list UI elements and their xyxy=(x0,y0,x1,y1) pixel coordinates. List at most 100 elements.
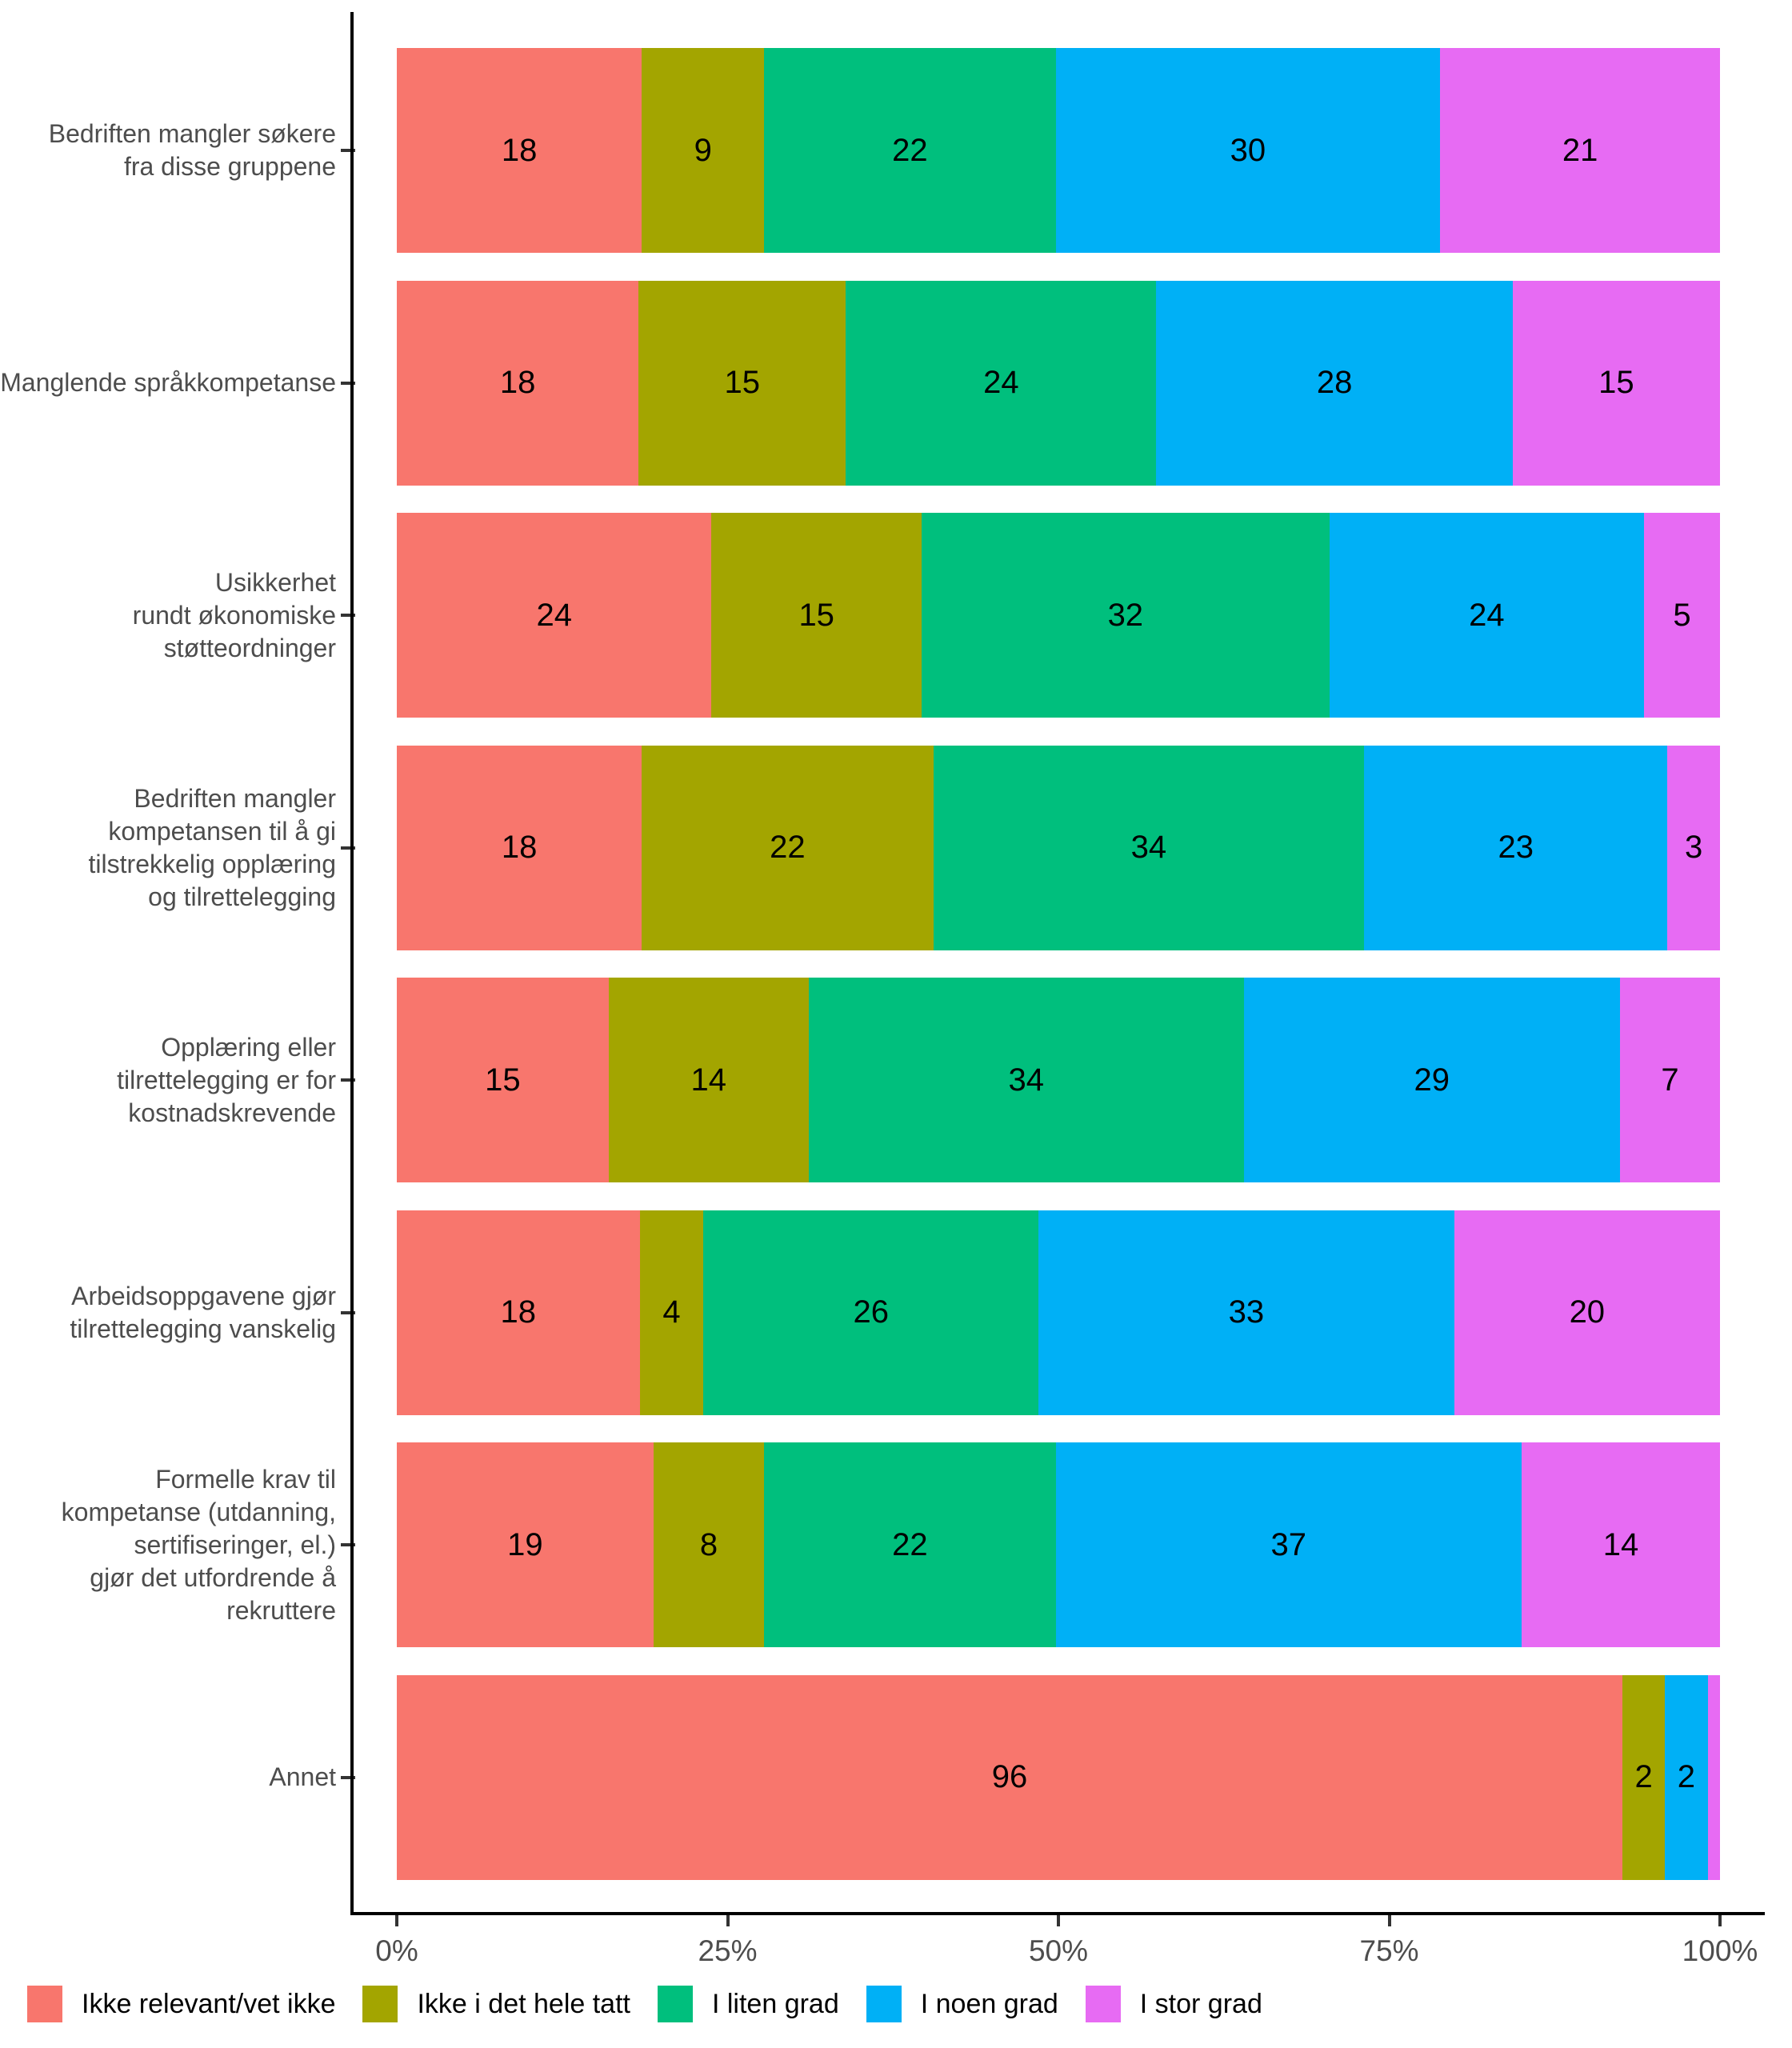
value-label: 30 xyxy=(1230,132,1266,168)
value-label: 18 xyxy=(501,132,538,168)
legend-swatch-ikke-i-det-hele-tatt xyxy=(362,1986,398,2022)
legend-swatch-ikke-relevant-vet-ikke xyxy=(27,1986,62,2022)
bar-segment-i-noen-grad: 24 xyxy=(1329,513,1645,718)
bar-segment-i-noen-grad: 37 xyxy=(1055,1442,1522,1648)
bar-segment-i-stor-grad xyxy=(1707,1674,1720,1880)
bar-segment-ikke-i-det-hele-tatt: 22 xyxy=(642,745,934,950)
y-axis-tick xyxy=(341,1310,355,1314)
bar-segment-ikke-relevant-vet-ikke: 24 xyxy=(397,513,712,718)
value-label: 18 xyxy=(499,365,536,401)
legend-label: I stor grad xyxy=(1139,1988,1262,2019)
value-label: 18 xyxy=(500,1294,537,1330)
bar-track: 18 15 24 28 15 xyxy=(397,280,1720,486)
bar-track: 18 22 34 23 3 xyxy=(397,745,1720,950)
value-label: 24 xyxy=(983,365,1019,401)
value-label: 4 xyxy=(662,1294,681,1330)
value-label: 26 xyxy=(853,1294,890,1330)
x-axis-tick xyxy=(1387,1915,1391,1926)
bar-segment-i-noen-grad: 29 xyxy=(1243,978,1620,1183)
bar-track: 19 8 22 37 14 xyxy=(397,1442,1721,1648)
bar-segment-ikke-relevant-vet-ikke: 19 xyxy=(397,1442,654,1648)
bar-segment-i-stor-grad: 21 xyxy=(1440,48,1720,254)
value-label: 19 xyxy=(507,1526,543,1562)
bar-segment-ikke-i-det-hele-tatt: 4 xyxy=(639,1210,704,1415)
value-label: 15 xyxy=(798,597,834,633)
value-label: 32 xyxy=(1107,597,1144,633)
bar-segment-ikke-relevant-vet-ikke: 18 xyxy=(397,280,639,486)
value-label: 3 xyxy=(1684,830,1703,866)
bar-track: 18 4 26 33 20 xyxy=(397,1210,1720,1415)
value-label: 15 xyxy=(724,365,761,401)
category-label: Bedriften mangler søkere fra disse grupp… xyxy=(48,119,336,182)
bar-track: 15 14 34 29 7 xyxy=(397,978,1720,1183)
legend-item-i-stor-grad: I stor grad xyxy=(1085,1986,1262,2022)
y-axis-tick xyxy=(341,149,355,153)
value-label: 2 xyxy=(1634,1759,1653,1795)
value-label: 22 xyxy=(892,132,928,168)
value-label: 21 xyxy=(1562,132,1598,168)
value-label: 96 xyxy=(991,1759,1028,1795)
value-label: 2 xyxy=(1677,1759,1695,1795)
category-label: Manglende språkkompetanse xyxy=(0,368,336,398)
value-label: 22 xyxy=(770,830,806,866)
x-axis-line xyxy=(350,1912,1765,1915)
y-axis-line xyxy=(350,12,354,1915)
y-axis-tick xyxy=(341,1078,355,1082)
legend-item-i-noen-grad: I noen grad xyxy=(866,1986,1058,2022)
bar-row: Opplæring eller tilrettelegging er for k… xyxy=(0,964,1765,1197)
legend-swatch-i-noen-grad xyxy=(866,1986,902,2022)
value-label: 37 xyxy=(1270,1526,1307,1562)
x-axis-tick-label: 0% xyxy=(375,1934,418,1967)
bar-row: Formelle krav til kompetanse (utdanning,… xyxy=(0,1429,1765,1662)
bar-row: Annet 96 2 2 xyxy=(0,1662,1765,1894)
value-label: 34 xyxy=(1130,830,1167,866)
value-label: 14 xyxy=(690,1062,727,1098)
x-axis-tick-label: 50% xyxy=(1028,1934,1089,1967)
bar-segment-i-stor-grad: 20 xyxy=(1454,1210,1720,1415)
bar-segment-i-stor-grad: 14 xyxy=(1521,1442,1721,1648)
bar-track: 96 2 2 xyxy=(397,1674,1720,1880)
bar-segment-i-liten-grad: 34 xyxy=(933,745,1365,950)
legend-label: Ikke i det hele tatt xyxy=(417,1988,630,2019)
bar-segment-i-liten-grad: 22 xyxy=(764,48,1056,254)
bar-segment-i-liten-grad: 34 xyxy=(808,978,1244,1183)
legend-item-ikke-relevant-vet-ikke: Ikke relevant/vet ikke xyxy=(27,1986,335,2022)
bar-segment-i-liten-grad: 24 xyxy=(846,280,1157,486)
category-label: Opplæring eller tilrettelegging er for k… xyxy=(117,1032,336,1127)
legend-label: Ikke relevant/vet ikke xyxy=(82,1988,336,2019)
x-axis-tick-label: 75% xyxy=(1359,1934,1419,1967)
value-label: 28 xyxy=(1316,365,1353,401)
x-axis-tick-label: 25% xyxy=(698,1934,758,1967)
value-label: 9 xyxy=(694,132,712,168)
legend: Ikke relevant/vet ikke Ikke i det hele ta… xyxy=(27,1986,1262,2022)
value-label: 34 xyxy=(1008,1062,1044,1098)
bar-segment-i-stor-grad: 7 xyxy=(1619,978,1720,1183)
legend-item-i-liten-grad: I liten grad xyxy=(657,1986,839,2022)
bar-segment-i-liten-grad: 22 xyxy=(764,1442,1056,1648)
bar-row: Bedriften mangler søkere fra disse grupp… xyxy=(0,34,1765,267)
bar-segment-ikke-relevant-vet-ikke: 15 xyxy=(397,978,609,1183)
bar-segment-ikke-i-det-hele-tatt: 15 xyxy=(711,513,922,718)
bar-rows-container: Bedriften mangler søkere fra disse grupp… xyxy=(0,34,1765,1894)
x-axis-tick xyxy=(395,1915,398,1926)
value-label: 18 xyxy=(501,830,538,866)
bar-row: Bedriften mangler kompetansen til å gi t… xyxy=(0,732,1765,965)
value-label: 7 xyxy=(1661,1062,1679,1098)
bar-track: 18 9 22 30 21 xyxy=(397,48,1720,254)
y-axis-tick xyxy=(341,614,355,618)
x-axis-tick xyxy=(1718,1915,1722,1926)
value-label: 23 xyxy=(1498,830,1534,866)
category-label: Usikkerhet rundt økonomiske støtteordnin… xyxy=(132,567,336,662)
x-axis-tick xyxy=(1057,1915,1060,1926)
legend-label: I liten grad xyxy=(711,1988,839,2019)
x-axis-ticks: 0% 25% 50% 75% 100% xyxy=(375,1915,1758,1979)
bar-row: Arbeidsoppgavene gjør tilrettelegging va… xyxy=(0,1197,1765,1430)
y-axis-tick xyxy=(341,381,355,385)
bar-segment-i-stor-grad: 5 xyxy=(1644,513,1721,718)
legend-label: I noen grad xyxy=(920,1988,1058,2019)
bar-segment-ikke-relevant-vet-ikke: 96 xyxy=(397,1674,1623,1880)
category-label: Annet xyxy=(269,1762,336,1792)
category-label: Bedriften mangler kompetansen til å gi t… xyxy=(88,783,336,911)
bar-row: Usikkerhet rundt økonomiske støtteordnin… xyxy=(0,499,1765,732)
